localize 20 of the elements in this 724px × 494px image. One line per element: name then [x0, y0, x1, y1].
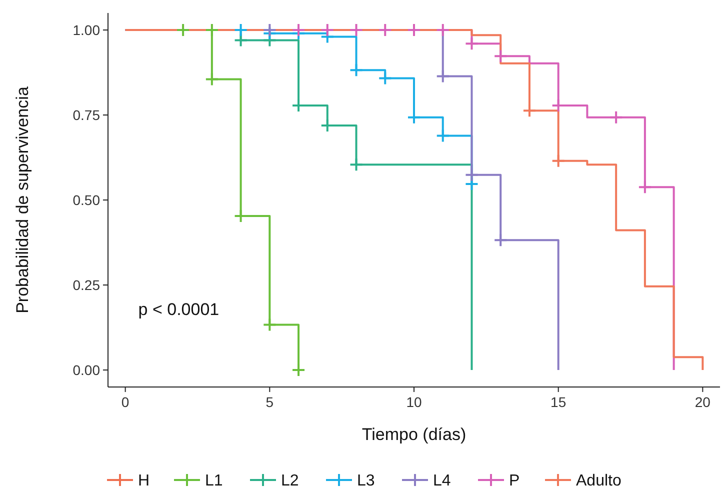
y-tick-label: 1.00 [72, 22, 100, 38]
annotation: p < 0.0001 [138, 300, 220, 319]
y-tick-label: 0.50 [72, 192, 100, 208]
legend-label: L1 [205, 472, 223, 490]
legend-label: L2 [281, 472, 299, 490]
legend-label: Adulto [576, 472, 622, 490]
legend-label: L4 [433, 472, 451, 490]
y-axis-title: Probabilidad de supervivencia [13, 86, 32, 314]
y-tick-label: 0.25 [72, 276, 100, 293]
x-tick-label: 20 [694, 394, 711, 410]
x-tick-label: 0 [121, 394, 130, 410]
x-tick-label: 5 [266, 394, 274, 410]
x-axis-title: Tiempo (días) [362, 425, 466, 444]
y-tick-label: 0.75 [72, 106, 100, 123]
y-tick-label: 0.00 [72, 362, 100, 378]
x-tick-label: 10 [406, 394, 422, 410]
legend-label: L3 [357, 472, 375, 490]
legend-label: H [138, 472, 150, 490]
legend-label: P [509, 472, 520, 490]
x-tick-label: 15 [550, 394, 566, 410]
